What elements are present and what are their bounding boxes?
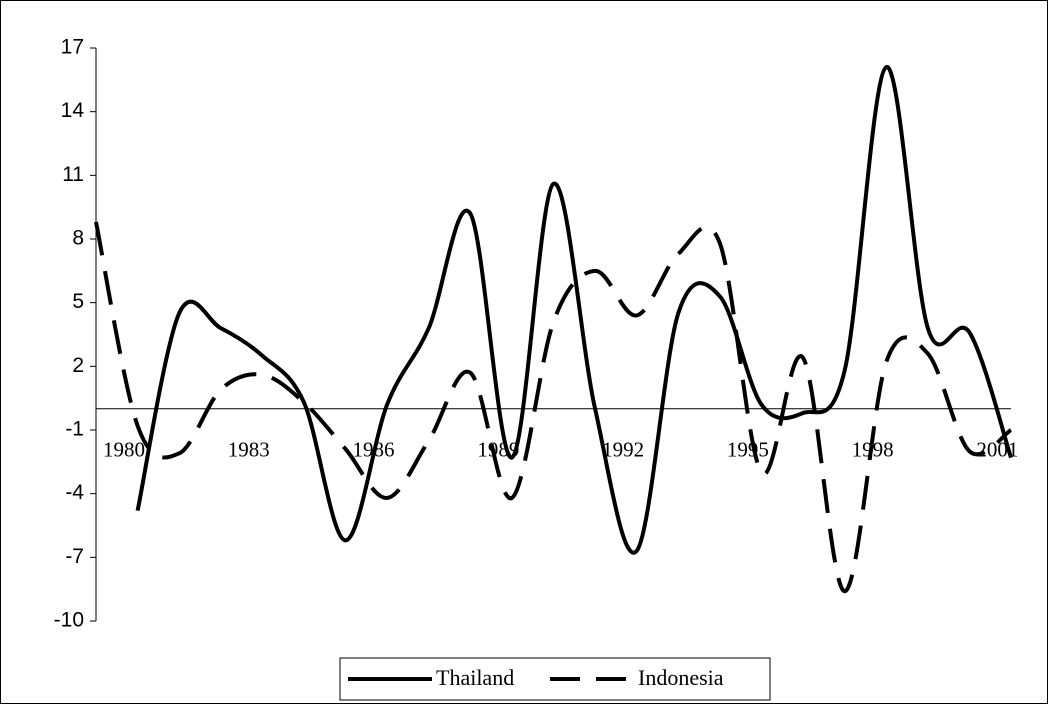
series-line: [135, 65, 1013, 555]
y-tick-label: 17: [61, 36, 84, 59]
y-tick-label: 11: [62, 163, 84, 186]
x-tick-label: 1980: [103, 438, 145, 462]
y-tick-label: 5: [72, 290, 84, 313]
legend-label: Indonesia: [638, 665, 724, 690]
x-tick-label: 1995: [727, 438, 769, 462]
x-tick-label: 1992: [602, 438, 644, 462]
series-line: [94, 221, 1013, 594]
y-tick-label: -1: [65, 418, 84, 441]
x-tick-label: 1983: [228, 438, 270, 462]
x-tick-label: 2001: [976, 438, 1018, 462]
y-tick-label: 8: [72, 227, 84, 250]
y-tick-label: -7: [65, 545, 84, 568]
y-tick-label: 14: [61, 99, 85, 122]
y-tick-label: -4: [65, 481, 84, 504]
legend-label: Thailand: [436, 665, 514, 690]
y-tick-label: 2: [72, 354, 84, 377]
y-tick-label: -10: [54, 609, 84, 632]
